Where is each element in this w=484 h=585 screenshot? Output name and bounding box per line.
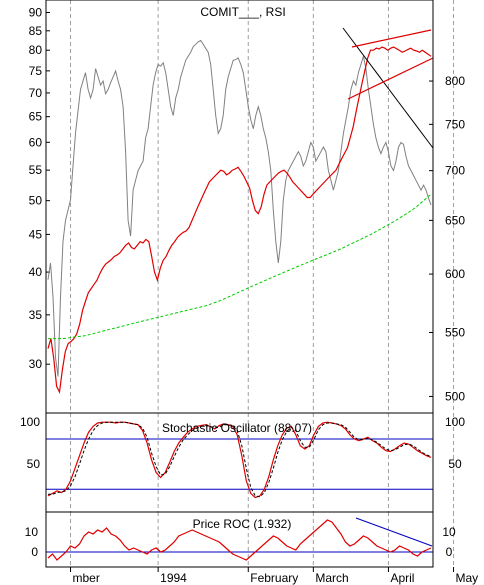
roc-right-tick-label: 0 [446, 545, 453, 559]
stochastic-d-line [48, 421, 432, 498]
right-tick-label: 800 [445, 74, 465, 88]
left-tick-label: 35 [29, 308, 43, 322]
stochastic-panel: 50 100 50 100 Stochastic Oscillator (88.07) [20, 413, 465, 512]
price-series-line [47, 39, 432, 377]
x-tick-label: May [456, 571, 479, 585]
right-tick-label: 600 [445, 267, 465, 281]
right-tick-label: 550 [445, 325, 465, 339]
main-panel: 30 35 40 45 50 55 60 65 70 75 80 85 90 500 550 600 650 7… [29, 0, 465, 413]
left-tick-label: 80 [29, 43, 43, 57]
left-tick-label: 65 [29, 110, 43, 124]
stochastic-right-tick-label: 100 [445, 415, 465, 429]
trendline-annotations [342, 27, 434, 149]
x-tick-label: April [390, 571, 414, 585]
roc-right-tick-label: 10 [442, 525, 456, 539]
moving-average-line [48, 193, 432, 340]
left-tick-label: 55 [29, 163, 43, 177]
roc-left-tick-label: 10 [25, 525, 39, 539]
vertical-gridlines [70, 0, 455, 413]
left-tick-label: 30 [29, 357, 43, 371]
x-tick-label: February [250, 571, 298, 585]
right-tick-label: 700 [445, 164, 465, 178]
stochastic-title: Stochastic Oscillator (88.07) [162, 421, 312, 435]
left-tick-label: 40 [29, 265, 43, 279]
stochastic-gridlines [70, 413, 455, 512]
right-axis-ticks: 500 550 600 650 700 750 800 [429, 74, 465, 403]
left-tick-label: 85 [29, 24, 43, 38]
left-tick-label: 70 [29, 86, 43, 100]
panel-frames [45, 0, 434, 568]
rsi-channel-lower [347, 57, 434, 100]
stochastic-left-tick-label: 100 [20, 415, 40, 429]
x-axis-ticks: mber 1994 February March April May [70, 567, 479, 585]
roc-trendline [355, 517, 433, 547]
rsi-channel-upper [351, 29, 432, 48]
left-tick-label: 60 [29, 135, 43, 149]
roc-title: Price ROC (1.932) [193, 517, 292, 531]
rsi-series-line [47, 46, 432, 395]
stochastic-axis-ticks: 50 100 50 100 [20, 415, 465, 471]
stochastic-reference-lines [46, 438, 433, 490]
left-tick-label: 45 [29, 227, 43, 241]
price-downtrend-line [342, 27, 434, 149]
left-tick-label: 90 [29, 5, 43, 19]
stochastic-right-tick-label: 50 [448, 457, 462, 471]
right-tick-label: 750 [445, 117, 465, 131]
left-tick-label: 75 [29, 64, 43, 78]
right-tick-label: 650 [445, 213, 465, 227]
x-tick-label: March [315, 571, 348, 585]
right-tick-label: 500 [445, 389, 465, 403]
stochastic-left-tick-label: 50 [27, 457, 41, 471]
x-tick-label: 1994 [160, 571, 187, 585]
roc-panel: 0 10 0 10 Price ROC (1.932) [25, 512, 456, 567]
roc-left-tick-label: 0 [31, 545, 38, 559]
main-chart-title: COMIT___, RSI [200, 5, 285, 19]
left-axis-ticks: 30 35 40 45 50 55 60 65 70 75 80 85 90 [29, 5, 50, 371]
roc-series-line [47, 519, 432, 561]
roc-axis-ticks: 0 10 0 10 [25, 525, 456, 559]
x-tick-label: mber [73, 571, 100, 585]
left-tick-label: 50 [29, 194, 43, 208]
